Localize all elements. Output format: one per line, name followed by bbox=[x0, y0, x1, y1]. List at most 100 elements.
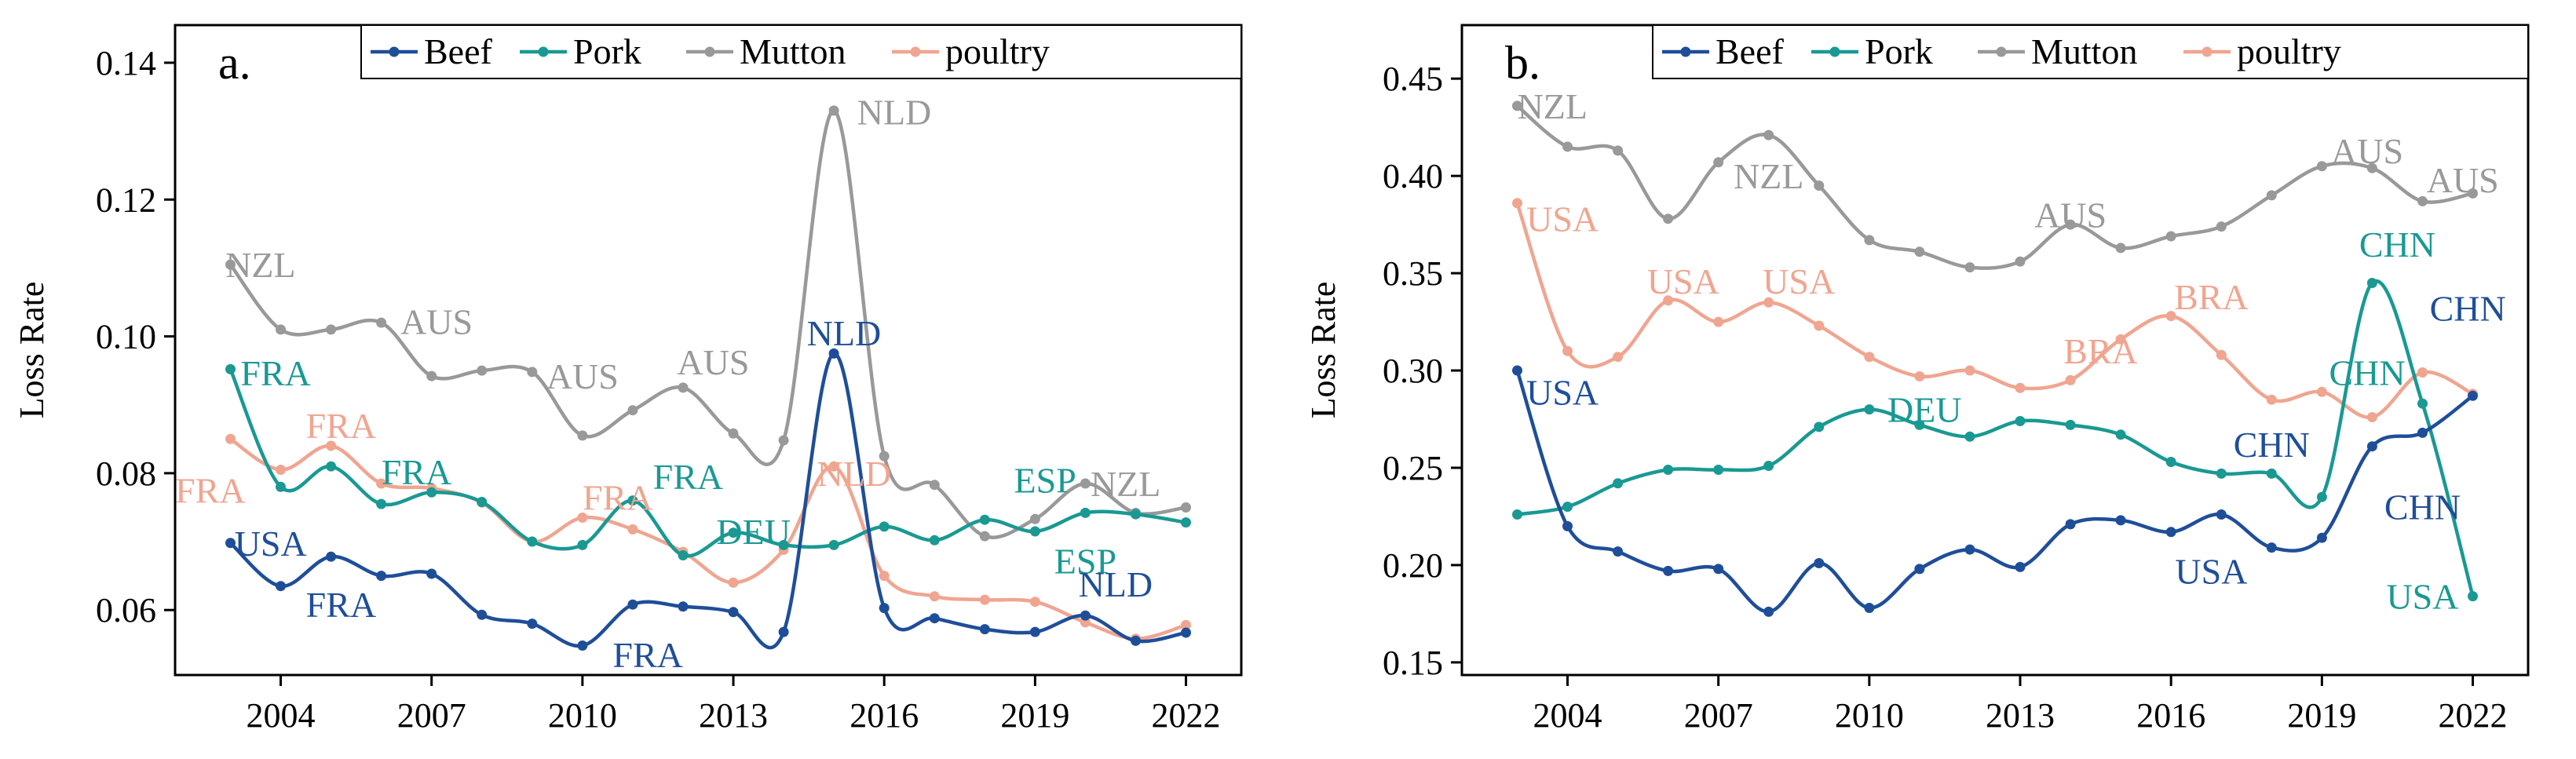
x-tick-label: 2013 bbox=[699, 696, 768, 735]
data-point-pork bbox=[577, 539, 588, 550]
data-point-mutton bbox=[2115, 243, 2126, 254]
data-point-mutton bbox=[2015, 256, 2026, 267]
annotation-label: AUS bbox=[400, 301, 473, 341]
annotation-label: NZL bbox=[1091, 464, 1160, 504]
data-point-pork bbox=[426, 487, 437, 498]
annotation-label: CHN bbox=[2430, 289, 2506, 329]
data-point-poultry bbox=[1663, 295, 1674, 306]
annotation-label: FRA bbox=[612, 635, 682, 675]
x-tick-label: 2010 bbox=[548, 696, 617, 735]
data-point-pork bbox=[627, 495, 638, 506]
data-point-poultry bbox=[1914, 371, 1925, 381]
x-tick-label: 2019 bbox=[2287, 696, 2356, 735]
annotation-label: FRA bbox=[583, 477, 652, 517]
data-point-beef bbox=[225, 538, 236, 549]
data-point-poultry bbox=[728, 577, 739, 588]
data-point-mutton bbox=[2065, 219, 2076, 230]
annotation-label: AUS bbox=[677, 342, 749, 382]
data-point-beef bbox=[2115, 515, 2126, 526]
data-point-mutton bbox=[1713, 157, 1724, 168]
data-point-mutton bbox=[929, 480, 940, 491]
annotation-label: USA bbox=[2386, 577, 2458, 617]
data-point-pork bbox=[2115, 429, 2126, 440]
data-point-mutton bbox=[1663, 213, 1674, 224]
data-point-pork bbox=[1080, 507, 1091, 518]
data-point-pork bbox=[225, 363, 236, 374]
data-point-beef bbox=[1512, 365, 1522, 376]
data-point-poultry bbox=[1029, 597, 1040, 608]
data-point-poultry bbox=[1964, 365, 1975, 376]
series-line-beef bbox=[1515, 370, 2474, 614]
data-point-pork bbox=[728, 527, 739, 538]
data-point-pork bbox=[1914, 419, 1925, 430]
data-point-beef bbox=[1713, 564, 1724, 575]
data-point-beef bbox=[326, 551, 337, 562]
data-point-mutton bbox=[828, 105, 839, 116]
legend-marker-pork bbox=[1829, 46, 1840, 57]
data-point-beef bbox=[2216, 509, 2227, 520]
panel-letter: b. bbox=[1505, 37, 1540, 89]
series-line-pork bbox=[1517, 279, 2475, 597]
x-tick-label: 2022 bbox=[2439, 696, 2508, 735]
data-point-pork bbox=[1181, 517, 1191, 528]
legend-label: poultry bbox=[2237, 31, 2341, 71]
y-tick-label: 0.06 bbox=[96, 591, 156, 629]
annotation-label: USA bbox=[235, 524, 307, 564]
data-point-mutton bbox=[426, 370, 437, 381]
data-point-beef bbox=[527, 619, 538, 629]
data-point-poultry bbox=[1713, 316, 1724, 327]
y-axis-label: Loss Rate bbox=[13, 282, 51, 419]
annotation-label: BRA bbox=[2174, 277, 2249, 317]
data-point-poultry bbox=[326, 440, 337, 451]
data-point-mutton bbox=[1080, 478, 1091, 489]
data-point-poultry bbox=[1814, 320, 1825, 331]
data-point-mutton bbox=[577, 430, 588, 441]
data-point-pork bbox=[1814, 421, 1825, 432]
data-point-pork bbox=[2216, 468, 2227, 479]
series-line-poultry bbox=[1515, 203, 2474, 419]
data-point-mutton bbox=[1914, 246, 1925, 257]
data-point-mutton bbox=[2165, 231, 2176, 242]
annotation-label: USA bbox=[1526, 372, 1599, 412]
annotation-label: CHN bbox=[2329, 353, 2405, 393]
data-point-pork bbox=[1562, 502, 1573, 513]
data-point-beef bbox=[2417, 427, 2428, 438]
data-point-beef bbox=[778, 626, 789, 637]
x-tick-label: 2016 bbox=[850, 696, 919, 735]
data-point-pork bbox=[1029, 526, 1040, 537]
data-point-pork bbox=[1964, 431, 1975, 442]
annotation-label: USA bbox=[1647, 261, 1719, 301]
data-point-mutton bbox=[1613, 145, 1624, 156]
data-point-pork bbox=[326, 461, 337, 472]
legend-box bbox=[1652, 24, 2529, 79]
data-point-beef bbox=[2366, 441, 2377, 452]
data-point-poultry bbox=[376, 478, 387, 489]
annotation-label: AUS bbox=[2331, 131, 2403, 171]
panel-b: 0.15 0.20 0.25 0.30 0.35 0.40 0.45 2004 2007 2010… bbox=[1304, 24, 2530, 735]
data-point-poultry bbox=[979, 594, 990, 605]
data-point-pork bbox=[376, 498, 387, 509]
data-point-mutton bbox=[728, 428, 739, 439]
data-point-poultry bbox=[1562, 345, 1573, 356]
annotation-label: ESP bbox=[1014, 461, 1076, 501]
y-tick-label: 0.45 bbox=[1383, 60, 1443, 98]
data-point-poultry bbox=[1181, 619, 1191, 630]
annotation-label: DEU bbox=[716, 512, 791, 552]
y-tick-label: 0.20 bbox=[1383, 546, 1443, 585]
legend-marker-mutton bbox=[704, 46, 715, 57]
data-point-beef bbox=[728, 607, 739, 618]
data-point-pork bbox=[527, 536, 538, 547]
data-point-pork bbox=[1713, 465, 1724, 475]
annotation-label: CHN bbox=[2384, 487, 2461, 527]
data-point-mutton bbox=[879, 451, 890, 462]
data-point-pork bbox=[477, 497, 488, 507]
y-tick-label: 0.08 bbox=[96, 454, 156, 493]
data-point-beef bbox=[426, 568, 437, 579]
data-point-mutton bbox=[1864, 235, 1875, 246]
legend-marker-mutton bbox=[1996, 46, 2007, 57]
y-axis-label: Loss Rate bbox=[1304, 282, 1343, 419]
data-point-mutton bbox=[1562, 141, 1573, 152]
data-point-mutton bbox=[1512, 100, 1522, 111]
data-point-beef bbox=[1763, 606, 1774, 617]
